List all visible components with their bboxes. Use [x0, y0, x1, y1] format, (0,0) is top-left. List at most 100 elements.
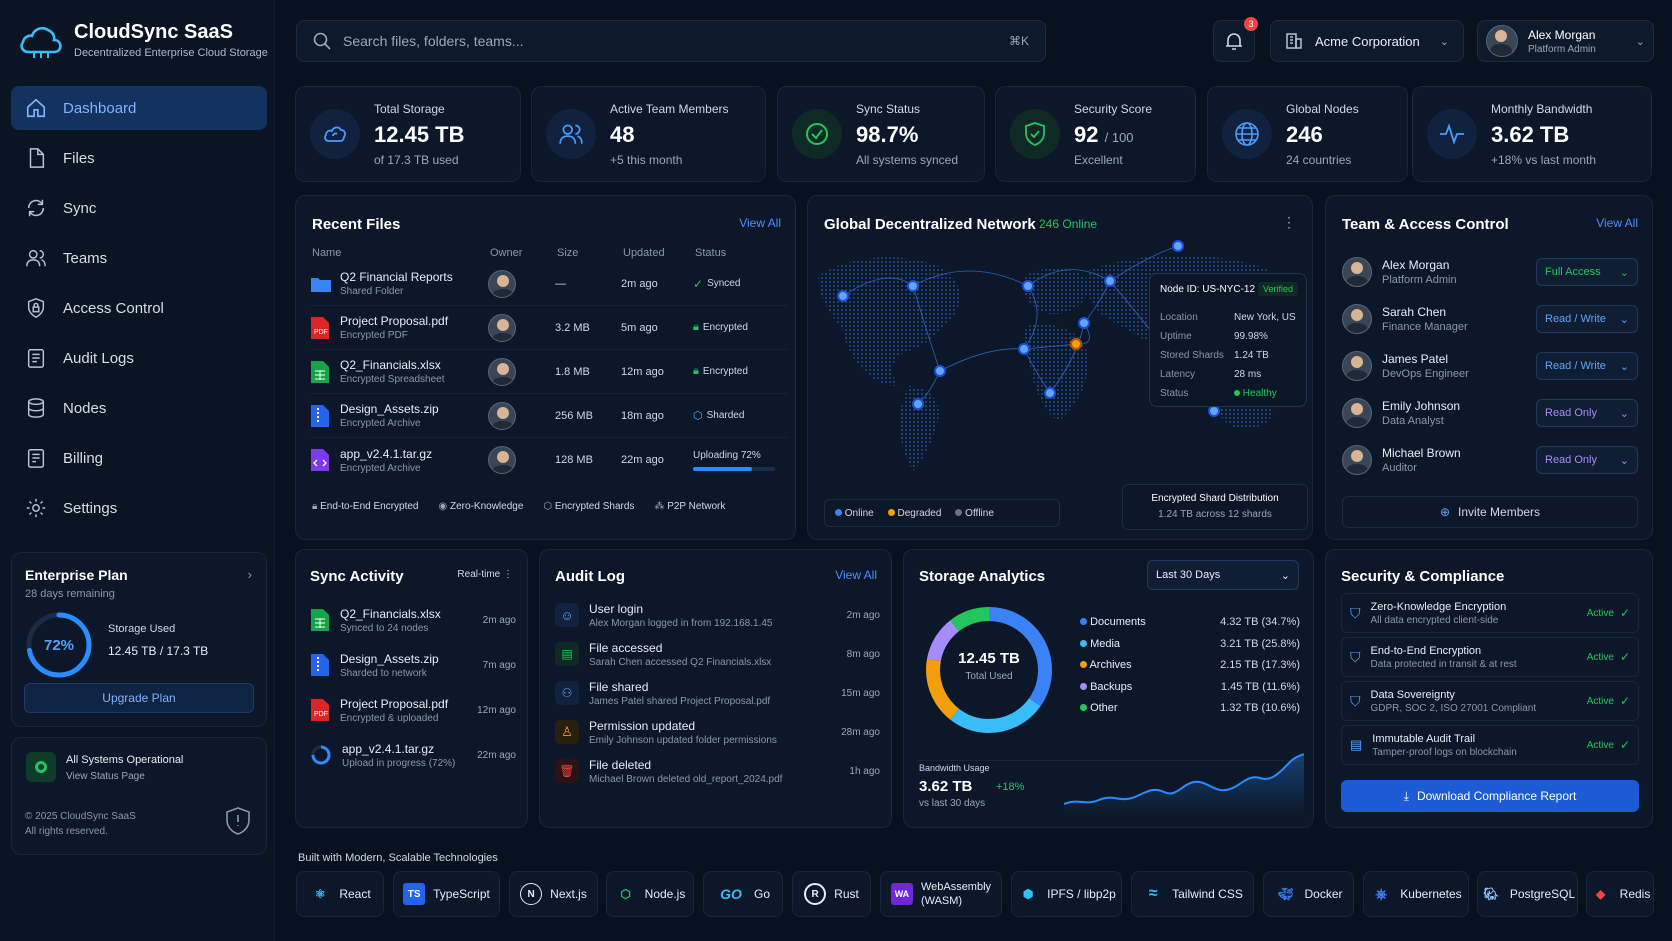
sidebar-item-nodes[interactable]: Nodes [11, 386, 267, 430]
donut-slice-media [926, 607, 1052, 733]
node-field-label: Status [1160, 388, 1189, 399]
sidebar-item-dashboard[interactable]: Dashboard [11, 86, 267, 130]
access-select[interactable]: Read Only ⌄ [1536, 399, 1638, 427]
audit-title: Audit Log [555, 568, 625, 585]
chevron-right-icon[interactable]: › [247, 567, 252, 582]
file-type: Encrypted Spreadsheet [340, 374, 445, 385]
sidebar-item-label: Access Control [63, 299, 164, 317]
access-value: Read / Write [1545, 360, 1606, 372]
compliance-item-desc: Data protected in transit & at rest [1370, 658, 1517, 670]
brand[interactable]: CloudSync SaaS Decentralized Enterprise … [18, 20, 268, 60]
access-value: Read Only [1545, 454, 1597, 466]
audit-item-time: 8m ago [846, 648, 880, 660]
sidebar-item-sync[interactable]: Sync [11, 186, 267, 230]
access-select[interactable]: Read Only ⌄ [1536, 446, 1638, 474]
more-icon[interactable]: ⋮ [1282, 214, 1296, 230]
audit-item-title: Permission updated [589, 718, 696, 733]
audit-view-all[interactable]: View All [835, 568, 877, 582]
org-selector[interactable]: Acme Corporation ⌄ [1270, 20, 1464, 62]
node-tooltip: Node ID: US-NYC-12 Verified Location New … [1149, 273, 1307, 407]
table-row[interactable]: Q2_Financials.xlsx Encrypted Spreadsheet … [310, 350, 788, 394]
user-edit-icon: ♙ [555, 720, 579, 744]
search-bar[interactable]: ⌘K [296, 20, 1046, 62]
download-compliance-button[interactable]: ⤓ Download Compliance Report [1341, 780, 1639, 812]
table-row[interactable]: Q2 Financial Reports Shared Folder — 2m a… [310, 262, 788, 306]
recent-files-title: Recent Files [312, 216, 401, 233]
audit-item[interactable]: 🗑︎ File deleted Michael Brown deleted old… [555, 753, 880, 789]
user-name: Alex Morgan [1528, 27, 1596, 42]
access-select[interactable]: Full Access ⌄ [1536, 258, 1638, 286]
stat-sub: Excellent [1074, 152, 1123, 167]
sidebar-item-access-control[interactable]: Access Control [11, 286, 267, 330]
invite-members-button[interactable]: ⊕ Invite Members [1342, 496, 1638, 528]
chevron-down-icon: ⌄ [1619, 360, 1629, 373]
audit-item-time: 1h ago [849, 765, 880, 777]
legend-label: Offline [965, 507, 994, 519]
file-size: 1.8 MB [555, 365, 590, 378]
clipboard-icon [25, 347, 47, 369]
file-name: app_v2.4.1.tar.gz [340, 446, 433, 461]
access-select[interactable]: Read / Write ⌄ [1536, 352, 1638, 380]
audit-item-desc: Alex Morgan logged in from 192.168.1.45 [589, 617, 773, 629]
audit-item[interactable]: ♙ Permission updated Emily Johnson update… [555, 714, 880, 750]
archive-icon [310, 404, 340, 428]
member-row: James Patel DevOps Engineer Read / Write ⌄ [1342, 347, 1638, 385]
user-plus-icon: ⊕ [1439, 505, 1451, 519]
audit-item-title: File accessed [589, 640, 663, 655]
col-status: Status [695, 247, 727, 259]
legend-value: 4.32 TB (34.7%) [1220, 616, 1300, 628]
tech-kubernetes: ⎈ Kubernetes [1363, 871, 1469, 917]
audit-item[interactable]: ☺ User login Alex Morgan logged in from 1… [555, 597, 880, 633]
upload-progress-fill [693, 466, 753, 471]
stat-sub: +5 this month [610, 152, 683, 167]
user-menu[interactable]: Alex Morgan Platform Admin ⌄ [1477, 20, 1654, 62]
access-select[interactable]: Read / Write ⌄ [1536, 305, 1638, 333]
col-owner: Owner [490, 247, 523, 259]
audit-item[interactable]: ⚇ File shared James Patel shared Project … [555, 675, 880, 711]
table-row[interactable]: PDF Project Proposal.pdf Encrypted PDF 3.… [310, 306, 788, 350]
download-icon: ⤓ [1403, 788, 1409, 803]
sync-title: Sync Activity [310, 568, 404, 585]
sync-item[interactable]: Q2_Financials.xlsx Synced to 24 nodes 2m … [310, 600, 516, 640]
node-field-value: 99.98% [1234, 331, 1268, 342]
team-view-all[interactable]: View All [1596, 216, 1638, 230]
avatar [1342, 304, 1372, 334]
user-icon: ☺ [555, 603, 579, 627]
sidebar-item-files[interactable]: Files [11, 136, 267, 180]
table-row[interactable]: app_v2.4.1.tar.gz Encrypted Archive 128 M… [310, 438, 788, 482]
upgrade-plan-button[interactable]: Upgrade Plan [24, 683, 254, 713]
recent-files-view-all[interactable]: View All [739, 216, 781, 230]
file-name: Q2_Financials.xlsx [340, 358, 441, 372]
node-row: Latency 28 ms [1160, 365, 1298, 384]
sidebar-item-label: Teams [63, 249, 108, 267]
sync-item[interactable]: Design_Assets.zip Sharded to network 7m a… [310, 645, 516, 685]
sync-item-name: Design_Assets.zip [340, 651, 439, 666]
sync-mode[interactable]: Real-time ⋮ [457, 569, 513, 580]
bell-icon [1224, 31, 1244, 51]
stat-sub: of 17.3 TB used [374, 152, 459, 167]
bandwidth-sub: vs last 30 days [919, 798, 986, 809]
audit-item-time: 2m ago [846, 609, 880, 621]
sidebar-item-settings[interactable]: Settings [11, 486, 267, 530]
member-name: James Patel [1382, 352, 1449, 366]
audit-item[interactable]: ▤ File accessed Sarah Chen accessed Q2 Fi… [555, 636, 880, 672]
compliance-title: Security & Compliance [1341, 568, 1505, 585]
sync-item[interactable]: PDF Project Proposal.pdf Encrypted & uplo… [310, 690, 516, 730]
legend-value: 1.45 TB (11.6%) [1220, 680, 1300, 693]
compliance-status: Active [1586, 607, 1614, 619]
pdf-icon: PDF [310, 316, 340, 340]
status-link[interactable]: View Status Page [66, 771, 145, 782]
sidebar-item-teams[interactable]: Teams [11, 236, 267, 280]
sidebar-item-audit-logs[interactable]: Audit Logs [11, 336, 267, 380]
notifications-button[interactable]: 3 [1213, 17, 1258, 62]
table-row[interactable]: Design_Assets.zip Encrypted Archive 256 M… [310, 394, 788, 438]
stat-label: Security Score [1074, 101, 1153, 116]
sidebar-item-billing[interactable]: Billing [11, 436, 267, 480]
sync-item[interactable]: app_v2.4.1.tar.gz Upload in progress (72%… [310, 735, 516, 775]
legend-item: Media 3.21 TB (25.8%) [1080, 634, 1300, 656]
search-input[interactable] [343, 33, 997, 49]
activity-icon [1427, 109, 1477, 159]
range-select[interactable]: Last 30 Days ⌄ [1147, 560, 1299, 590]
tech-label: PostgreSQL [1509, 887, 1576, 901]
legend-label: Degraded [897, 507, 942, 519]
